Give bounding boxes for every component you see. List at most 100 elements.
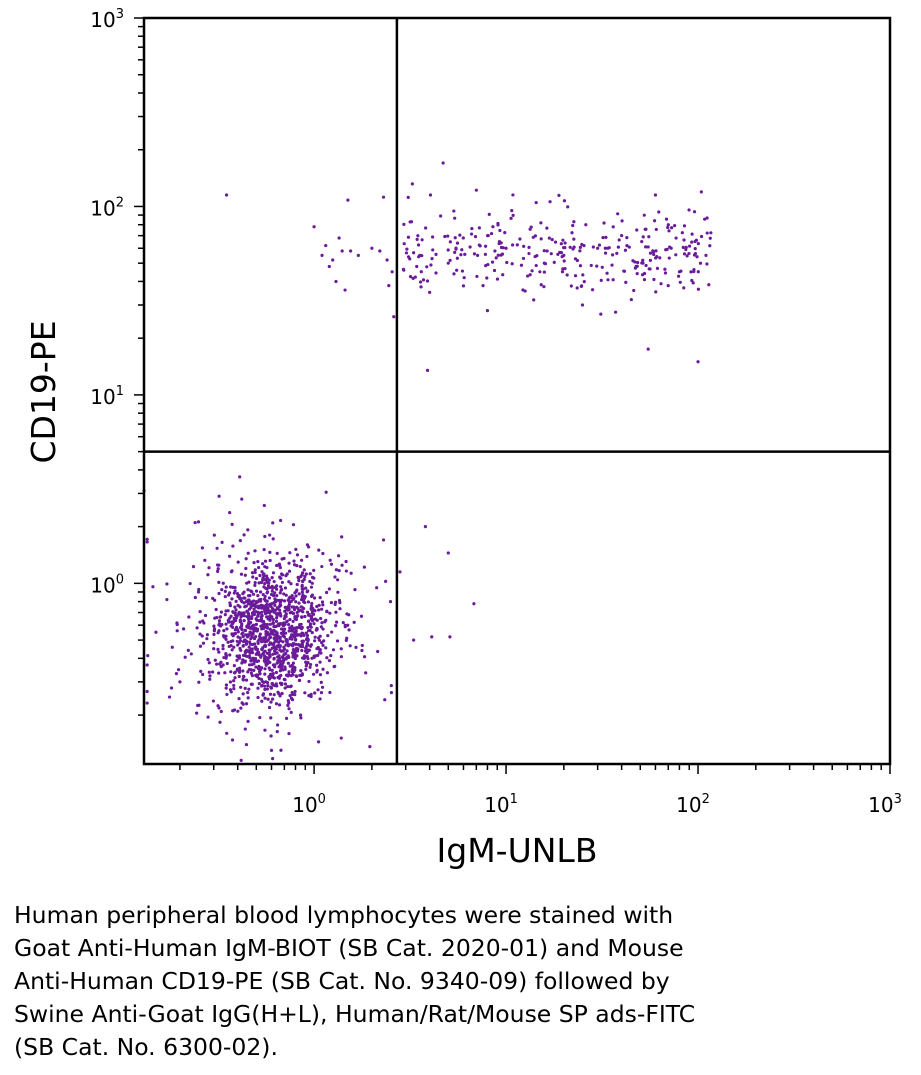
- data-point: [249, 668, 253, 672]
- data-point: [260, 684, 264, 688]
- data-point: [275, 598, 279, 602]
- data-point: [221, 647, 225, 651]
- data-point: [256, 641, 260, 645]
- data-point: [247, 645, 251, 649]
- data-point: [146, 654, 150, 658]
- data-point: [320, 621, 324, 625]
- data-point: [234, 618, 238, 623]
- data-point: [337, 554, 341, 558]
- data-point: [154, 630, 158, 634]
- data-point: [239, 598, 243, 603]
- data-point: [319, 625, 323, 629]
- data-point: [275, 616, 279, 620]
- data-point: [572, 237, 576, 241]
- data-point: [385, 258, 389, 262]
- data-point: [691, 281, 695, 285]
- data-point: [275, 684, 279, 688]
- data-point: [215, 662, 219, 666]
- data-point: [247, 654, 251, 658]
- data-point: [316, 740, 321, 744]
- data-point: [425, 368, 430, 372]
- data-point: [651, 249, 655, 253]
- data-point: [308, 624, 312, 628]
- data-point: [262, 659, 266, 663]
- data-point: [441, 161, 445, 165]
- data-point: [655, 266, 660, 270]
- data-point: [195, 626, 199, 630]
- data-point: [545, 249, 549, 253]
- data-point: [263, 559, 268, 563]
- data-point: [572, 245, 576, 249]
- data-point: [453, 250, 457, 254]
- data-point: [310, 601, 314, 606]
- data-point: [668, 245, 672, 249]
- data-point: [484, 244, 488, 248]
- data-point: [412, 638, 416, 642]
- data-point: [703, 217, 707, 221]
- data-point: [287, 569, 292, 573]
- data-point: [599, 278, 603, 282]
- data-point: [302, 568, 306, 572]
- data-point: [301, 610, 305, 614]
- data-point: [705, 216, 709, 220]
- data-point: [573, 257, 578, 261]
- data-point: [415, 237, 419, 242]
- data-point: [402, 242, 406, 246]
- data-point: [518, 237, 522, 241]
- data-point: [327, 587, 331, 591]
- data-point: [225, 661, 229, 666]
- data-point: [705, 231, 709, 235]
- data-point: [267, 609, 272, 613]
- data-point: [297, 579, 301, 583]
- data-point: [296, 614, 300, 618]
- data-point: [244, 604, 248, 608]
- data-point: [247, 617, 251, 622]
- data-point: [310, 581, 314, 585]
- data-point: [693, 247, 697, 251]
- data-point: [317, 638, 322, 642]
- data-point: [219, 709, 223, 714]
- data-point: [272, 636, 276, 640]
- data-point: [267, 666, 271, 670]
- data-point: [603, 251, 608, 255]
- data-point: [250, 663, 254, 667]
- data-point: [320, 600, 325, 604]
- data-point: [235, 658, 239, 662]
- data-point: [237, 697, 241, 701]
- data-point: [316, 645, 320, 650]
- data-point: [198, 610, 202, 614]
- data-point: [398, 570, 402, 574]
- data-point: [243, 638, 247, 642]
- data-point: [293, 591, 297, 595]
- data-point: [273, 649, 277, 653]
- data-point: [611, 278, 615, 282]
- data-point: [299, 716, 303, 720]
- data-point: [269, 602, 274, 606]
- data-point: [648, 258, 652, 262]
- data-point: [284, 643, 288, 647]
- data-point: [641, 261, 645, 265]
- data-point: [308, 665, 312, 669]
- data-point: [263, 656, 267, 660]
- data-point: [212, 641, 216, 645]
- data-point: [499, 253, 503, 257]
- data-point: [453, 216, 457, 220]
- data-point: [468, 245, 472, 249]
- data-point: [667, 256, 671, 260]
- data-point: [408, 275, 413, 279]
- data-point: [610, 263, 614, 267]
- data-point: [535, 254, 539, 258]
- data-point: [244, 649, 249, 653]
- data-point: [678, 280, 682, 284]
- data-point: [308, 572, 312, 576]
- data-point: [300, 631, 304, 635]
- data-point: [654, 256, 658, 260]
- data-point: [216, 647, 220, 651]
- data-point: [267, 581, 271, 585]
- data-point: [212, 632, 216, 637]
- data-point: [362, 565, 366, 569]
- data-point: [282, 556, 286, 561]
- data-point: [521, 256, 526, 261]
- data-point: [267, 585, 271, 590]
- data-point: [606, 246, 610, 250]
